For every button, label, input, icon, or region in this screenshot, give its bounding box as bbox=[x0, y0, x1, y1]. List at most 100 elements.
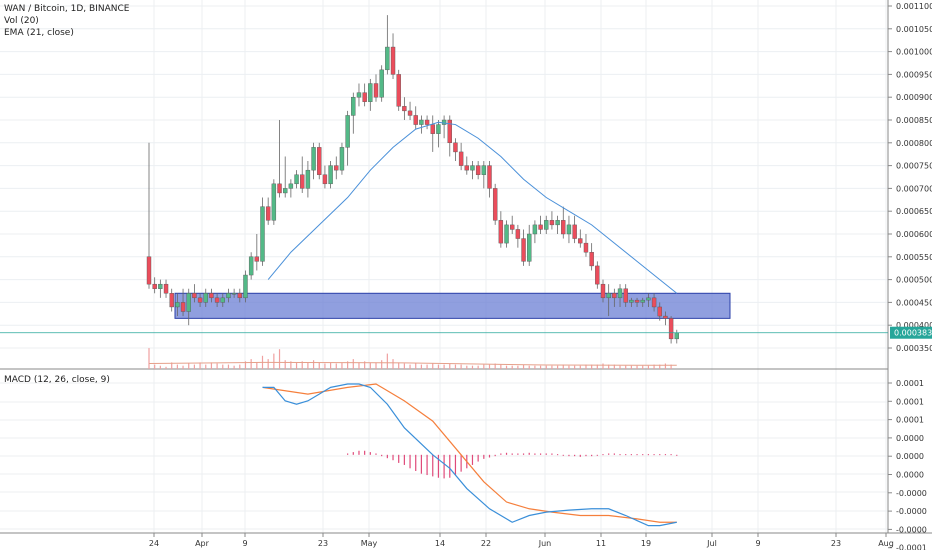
macd-histogram-bar bbox=[420, 454, 422, 474]
macd-histogram-bar bbox=[460, 454, 462, 472]
candle-down bbox=[430, 124, 435, 134]
macd-histogram-bar bbox=[528, 452, 530, 455]
candle-up bbox=[220, 297, 225, 303]
candle-up bbox=[356, 92, 362, 98]
volume-bar bbox=[347, 361, 349, 369]
macd-histogram-bar bbox=[551, 453, 553, 455]
candle-down bbox=[447, 119, 452, 143]
volume-bar bbox=[295, 362, 298, 369]
volume-bar bbox=[159, 365, 161, 369]
volume-bar bbox=[471, 365, 474, 369]
candle-down bbox=[424, 119, 430, 125]
volume-ma-line bbox=[148, 361, 677, 366]
volume-bar bbox=[409, 364, 411, 369]
volume-bar bbox=[642, 365, 644, 369]
time-tick-label: 9 bbox=[755, 539, 760, 548]
candle-down bbox=[334, 165, 339, 171]
volume-bar bbox=[358, 362, 360, 369]
candle-up bbox=[339, 147, 345, 171]
macd-tick-label: -0.0000 bbox=[896, 525, 927, 534]
candle-down bbox=[390, 46, 396, 75]
volume-bar bbox=[199, 362, 201, 369]
candle-down bbox=[498, 220, 504, 244]
macd-tick-label: 0.0000 bbox=[896, 452, 924, 461]
candle-down bbox=[214, 297, 220, 303]
candle-down bbox=[623, 288, 628, 303]
candle-up bbox=[328, 165, 333, 185]
candle-up bbox=[532, 224, 538, 235]
volume-bar bbox=[244, 361, 247, 369]
volume-bar bbox=[494, 363, 496, 369]
macd-histogram-bar bbox=[664, 454, 667, 456]
volume-bar bbox=[318, 362, 320, 369]
volume-bar bbox=[466, 365, 468, 369]
volume-bar bbox=[591, 364, 593, 369]
macd-histogram-bar bbox=[369, 452, 371, 455]
candle-down bbox=[668, 318, 674, 340]
volume-bar bbox=[568, 365, 570, 369]
macd-histogram-bar bbox=[386, 454, 388, 459]
volume-bar bbox=[188, 363, 190, 369]
volume-bar bbox=[539, 365, 542, 369]
candle-up bbox=[283, 188, 288, 194]
volume-bar bbox=[483, 364, 485, 369]
candle-down bbox=[209, 293, 214, 299]
time-tick-label: Jul bbox=[706, 539, 717, 548]
candle-down bbox=[600, 283, 606, 299]
volume-bar bbox=[545, 365, 547, 369]
volume-pane bbox=[148, 348, 677, 369]
candle-up bbox=[481, 165, 487, 175]
volume-bar bbox=[500, 364, 502, 369]
candle-down bbox=[254, 256, 260, 262]
volume-bar bbox=[301, 361, 303, 369]
volume-bar bbox=[664, 363, 667, 369]
time-tick-label: 24 bbox=[149, 539, 159, 548]
time-tick-label: 19 bbox=[641, 539, 651, 548]
volume-bar bbox=[477, 365, 479, 369]
candle-up bbox=[311, 147, 316, 171]
candle-up bbox=[158, 283, 163, 289]
macd-histogram-bar bbox=[596, 454, 598, 456]
candle-up bbox=[248, 256, 254, 276]
candle-down bbox=[561, 220, 566, 235]
time-tick-label: 23 bbox=[318, 539, 328, 548]
volume-bar bbox=[171, 362, 173, 369]
macd-histogram-bar bbox=[574, 454, 576, 457]
macd-histogram-bar bbox=[619, 454, 621, 456]
macd-tick-label: 0.0001 bbox=[896, 397, 924, 406]
volume-bar bbox=[341, 362, 343, 369]
candle-up bbox=[617, 288, 623, 299]
macd-histogram-bar bbox=[454, 454, 457, 476]
volume-bar bbox=[619, 365, 621, 369]
volume-bar bbox=[364, 361, 366, 369]
candle-down bbox=[317, 147, 322, 175]
time-tick-label: Jun bbox=[538, 539, 552, 548]
macd-histogram-bar bbox=[398, 454, 400, 463]
volume-legend: Vol (20) bbox=[4, 16, 39, 26]
volume-bar bbox=[579, 365, 581, 369]
macd-histogram-bar bbox=[585, 454, 587, 457]
volume-bar bbox=[290, 361, 292, 369]
volume-bar bbox=[426, 364, 428, 369]
macd-histogram-bar bbox=[517, 453, 519, 455]
time-tick-label: May bbox=[361, 539, 378, 548]
time-tick-label: Apr bbox=[195, 539, 210, 548]
volume-bar bbox=[460, 364, 462, 369]
volume-bar bbox=[602, 363, 604, 369]
volume-bar bbox=[562, 364, 564, 369]
candle-up bbox=[186, 293, 191, 312]
volume-bar bbox=[437, 364, 440, 369]
volume-bar bbox=[210, 362, 213, 369]
macd-histogram-bar bbox=[539, 453, 542, 455]
macd-histogram-bar bbox=[409, 454, 411, 469]
candle-up bbox=[379, 69, 384, 98]
